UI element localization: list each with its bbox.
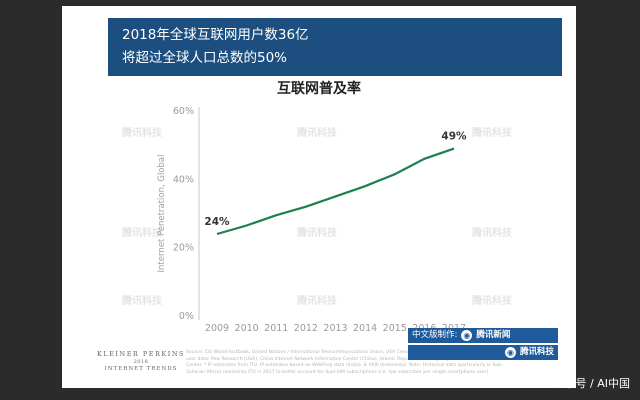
badge-tencent-tech: ◉ 腾讯科技 <box>408 345 558 360</box>
headline-line-2: 将超过全球人口总数的50% <box>122 50 288 66</box>
y-tick-label: 40% <box>173 174 194 185</box>
watermark-text: 腾讯科技 <box>296 294 338 307</box>
headline-banner: 2018年全球互联网用户数36亿 将超过全球人口总数的50% <box>108 18 562 76</box>
chart-title: 互联网普及率 <box>277 81 361 97</box>
tencent-tech-label: 腾讯科技 <box>519 347 554 357</box>
watermark-text: 腾讯科技 <box>121 294 163 307</box>
x-tick-label: 2015 <box>383 323 407 334</box>
y-axis-label: Internet Penetration, Global <box>157 155 167 273</box>
watermark-text: 腾讯科技 <box>121 126 163 139</box>
watermark-text: 腾讯科技 <box>471 294 513 307</box>
x-tick-label: 2012 <box>294 323 318 334</box>
y-tick-label: 60% <box>173 106 194 117</box>
slide: 2018年全球互联网用户数36亿 将超过全球人口总数的50% 互联网普及率 腾讯… <box>62 6 576 388</box>
headline-line-1: 2018年全球互联网用户数36亿 <box>122 27 309 43</box>
watermark-text: 腾讯科技 <box>471 126 513 139</box>
y-tick-label: 20% <box>173 243 194 254</box>
badge-tencent-news: 中文版制作: ◉ 腾讯新闻 <box>408 328 558 343</box>
kpcb-logo: KLEINER PERKINS 2018 INTERNET TRENDS <box>86 350 196 372</box>
footer-credit: 头条号 / AI中国 <box>553 377 630 390</box>
source-note: Source: Citi World Factbook, United Nati… <box>186 350 503 375</box>
watermark-text: 腾讯科技 <box>296 226 338 239</box>
brand-line-3: INTERNET TRENDS <box>104 366 178 372</box>
series-line <box>216 147 455 236</box>
y-tick-label: 0% <box>179 311 194 322</box>
x-tick-label: 2009 <box>205 323 229 334</box>
data-label: 49% <box>441 131 467 143</box>
brand-line-2: 2018 <box>133 359 149 365</box>
brand-line-1: KLEINER PERKINS <box>97 350 185 358</box>
made-by-label: 中文版制作: <box>412 330 458 340</box>
page-number: 6 <box>550 347 554 354</box>
x-tick-label: 2013 <box>323 323 347 334</box>
x-tick-label: 2014 <box>353 323 377 334</box>
watermark-text: 腾讯科技 <box>296 126 338 139</box>
watermark-text: 腾讯科技 <box>121 226 163 239</box>
tencent-news-icon: ◉ <box>461 330 473 341</box>
data-label: 24% <box>204 216 230 228</box>
tencent-tech-icon: ◉ <box>504 347 516 358</box>
x-tick-label: 2011 <box>264 323 288 334</box>
x-tick-label: 2010 <box>235 323 259 334</box>
tencent-news-label: 腾讯新闻 <box>476 330 511 340</box>
watermark-text: 腾讯科技 <box>471 226 513 239</box>
